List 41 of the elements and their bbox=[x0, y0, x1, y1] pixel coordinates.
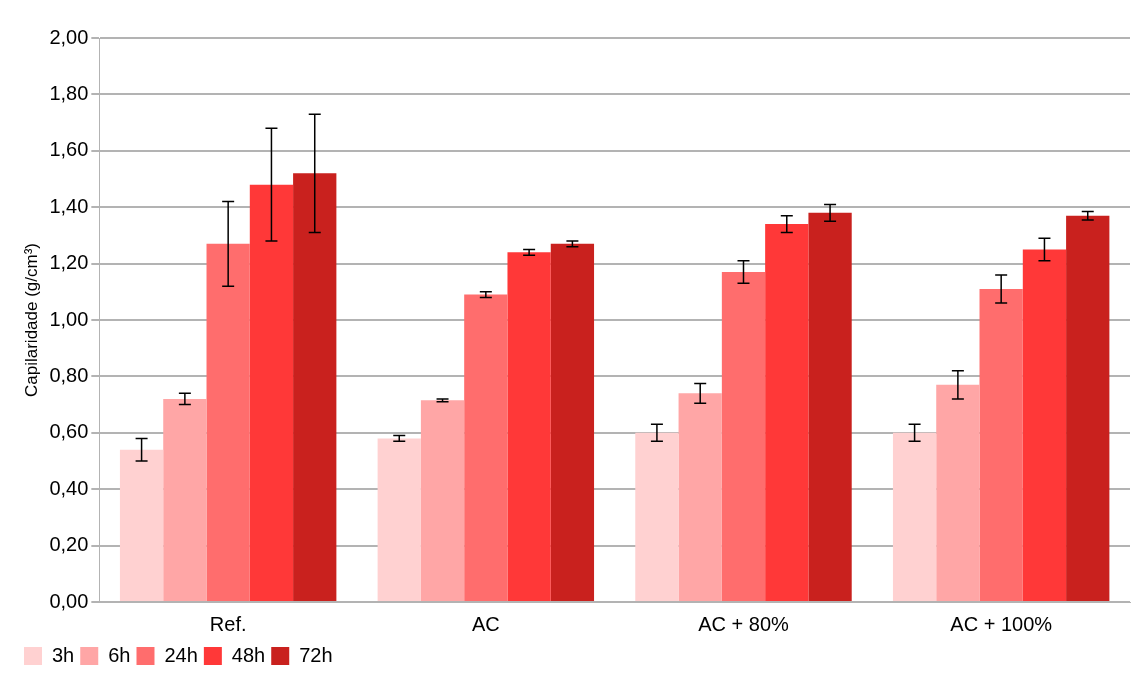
x-tick-label: Ref. bbox=[209, 612, 247, 635]
bar bbox=[206, 243, 250, 601]
y-tick-label: 0,40 bbox=[49, 476, 89, 499]
bar bbox=[507, 252, 551, 601]
bar bbox=[377, 438, 421, 601]
bar bbox=[163, 398, 207, 601]
y-tick-label: 1,20 bbox=[49, 251, 89, 274]
x-tick-label: AC + 80% bbox=[698, 612, 790, 635]
bar bbox=[979, 288, 1023, 601]
y-tick-label: 0,80 bbox=[49, 363, 89, 386]
y-tick-label: 0,60 bbox=[49, 420, 89, 443]
x-tick-label: AC bbox=[471, 612, 500, 635]
bar bbox=[550, 243, 595, 601]
bar bbox=[420, 400, 465, 601]
y-axis-title: Capilaridade (g/cm³) bbox=[21, 243, 41, 397]
legend-label: 3h bbox=[52, 643, 75, 666]
x-tick-label: AC + 100% bbox=[950, 612, 1053, 635]
y-tick-label: 2,00 bbox=[49, 25, 89, 48]
legend-label: 6h bbox=[108, 643, 131, 666]
bar bbox=[892, 432, 937, 601]
bar bbox=[293, 173, 337, 601]
bar bbox=[721, 272, 766, 601]
bar bbox=[808, 212, 852, 601]
bar bbox=[765, 224, 809, 601]
y-tick-label: 0,20 bbox=[49, 533, 89, 556]
bar bbox=[464, 294, 508, 601]
legend-label: 48h bbox=[231, 643, 266, 666]
bar bbox=[119, 449, 164, 601]
bar bbox=[936, 384, 980, 601]
bar bbox=[678, 393, 722, 601]
legend-label: 24h bbox=[164, 643, 198, 666]
bar bbox=[1022, 249, 1067, 601]
bar bbox=[249, 184, 294, 601]
y-tick-label: 1,80 bbox=[49, 81, 89, 104]
y-tick-label: 0,00 bbox=[49, 589, 89, 612]
y-tick-label: 1,40 bbox=[49, 194, 89, 217]
y-tick-label: 1,00 bbox=[49, 307, 89, 330]
bar bbox=[1066, 215, 1110, 601]
legend-label: 72h bbox=[299, 643, 333, 666]
bar bbox=[635, 432, 679, 601]
y-tick-label: 1,60 bbox=[49, 138, 89, 161]
